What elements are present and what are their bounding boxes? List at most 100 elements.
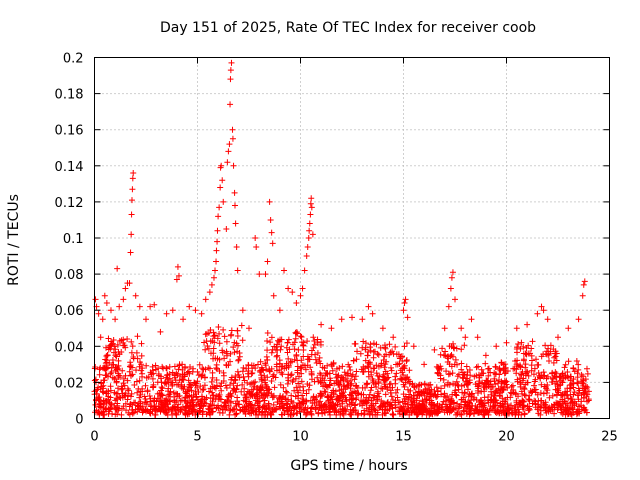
data-point (373, 370, 380, 377)
data-point (434, 393, 441, 400)
data-point (581, 278, 588, 285)
data-point (139, 373, 146, 380)
data-point (401, 343, 408, 350)
data-point (184, 400, 191, 407)
data-point (245, 361, 252, 368)
data-point (338, 316, 345, 323)
data-point (493, 343, 500, 350)
data-point (440, 376, 447, 383)
data-point (468, 316, 475, 323)
data-point (270, 292, 277, 299)
data-point (224, 350, 231, 357)
data-point (284, 339, 291, 346)
data-point (458, 411, 465, 418)
data-point (344, 378, 351, 385)
data-point (97, 403, 104, 410)
data-point (485, 378, 492, 385)
data-point (225, 148, 232, 155)
data-point (235, 357, 242, 364)
data-point (192, 388, 199, 395)
data-point (113, 396, 120, 403)
data-point (164, 375, 171, 382)
data-point (388, 367, 395, 374)
data-point (415, 410, 422, 417)
data-point (525, 342, 532, 349)
data-point (300, 353, 307, 360)
data-point (406, 391, 413, 398)
data-point (300, 342, 307, 349)
data-point (447, 285, 454, 292)
data-point (283, 389, 290, 396)
data-point (373, 362, 380, 369)
data-point (157, 375, 164, 382)
data-point (558, 406, 565, 413)
data-point (565, 325, 572, 332)
data-point (450, 380, 457, 387)
data-point (520, 375, 527, 382)
data-point (548, 370, 555, 377)
data-point (520, 357, 527, 364)
data-point (132, 406, 139, 413)
data-point (374, 350, 381, 357)
data-point (120, 296, 127, 303)
data-point (548, 403, 555, 410)
data-point (167, 388, 174, 395)
data-point (416, 400, 423, 407)
data-point (112, 346, 119, 353)
data-point (535, 369, 542, 376)
data-point (433, 384, 440, 391)
data-point (465, 380, 472, 387)
data-point (363, 400, 370, 407)
data-point (468, 390, 475, 397)
data-point (299, 362, 306, 369)
data-point (483, 384, 490, 391)
data-point (129, 343, 136, 350)
data-point (571, 368, 578, 375)
data-point (500, 366, 507, 373)
data-point (575, 361, 582, 368)
x-tick-label: 10 (292, 430, 309, 445)
data-point (109, 340, 116, 347)
data-point (174, 263, 181, 270)
data-point (525, 372, 532, 379)
data-point (225, 393, 232, 400)
data-point (389, 411, 396, 418)
data-point (165, 392, 172, 399)
data-point (207, 395, 214, 402)
data-point (536, 373, 543, 380)
data-point (95, 395, 102, 402)
data-point (261, 397, 268, 404)
data-point (474, 387, 481, 394)
data-point (213, 247, 220, 254)
data-point (211, 333, 218, 340)
data-point (306, 220, 313, 227)
data-point (427, 409, 434, 416)
data-point (198, 310, 205, 317)
data-point (233, 410, 240, 417)
data-point (206, 289, 213, 296)
data-point (561, 398, 568, 405)
data-point (274, 352, 281, 359)
data-point (186, 410, 193, 417)
data-point (289, 289, 296, 296)
data-point (464, 386, 471, 393)
data-point (366, 410, 373, 417)
data-point (431, 346, 438, 353)
data-point (369, 310, 376, 317)
y-tick-label: 0.16 (55, 124, 84, 139)
data-point (402, 296, 409, 303)
data-point (182, 394, 189, 401)
data-point (295, 380, 302, 387)
data-point (546, 357, 552, 364)
data-point (131, 382, 138, 389)
data-point (473, 396, 480, 403)
data-point (343, 408, 350, 415)
data-point (317, 341, 324, 348)
data-point (349, 314, 355, 321)
data-point (208, 281, 215, 288)
x-axis-label: GPS time / hours (290, 458, 407, 474)
data-point (400, 404, 407, 411)
data-point (538, 303, 545, 310)
data-point (492, 364, 499, 371)
data-point (335, 382, 342, 389)
